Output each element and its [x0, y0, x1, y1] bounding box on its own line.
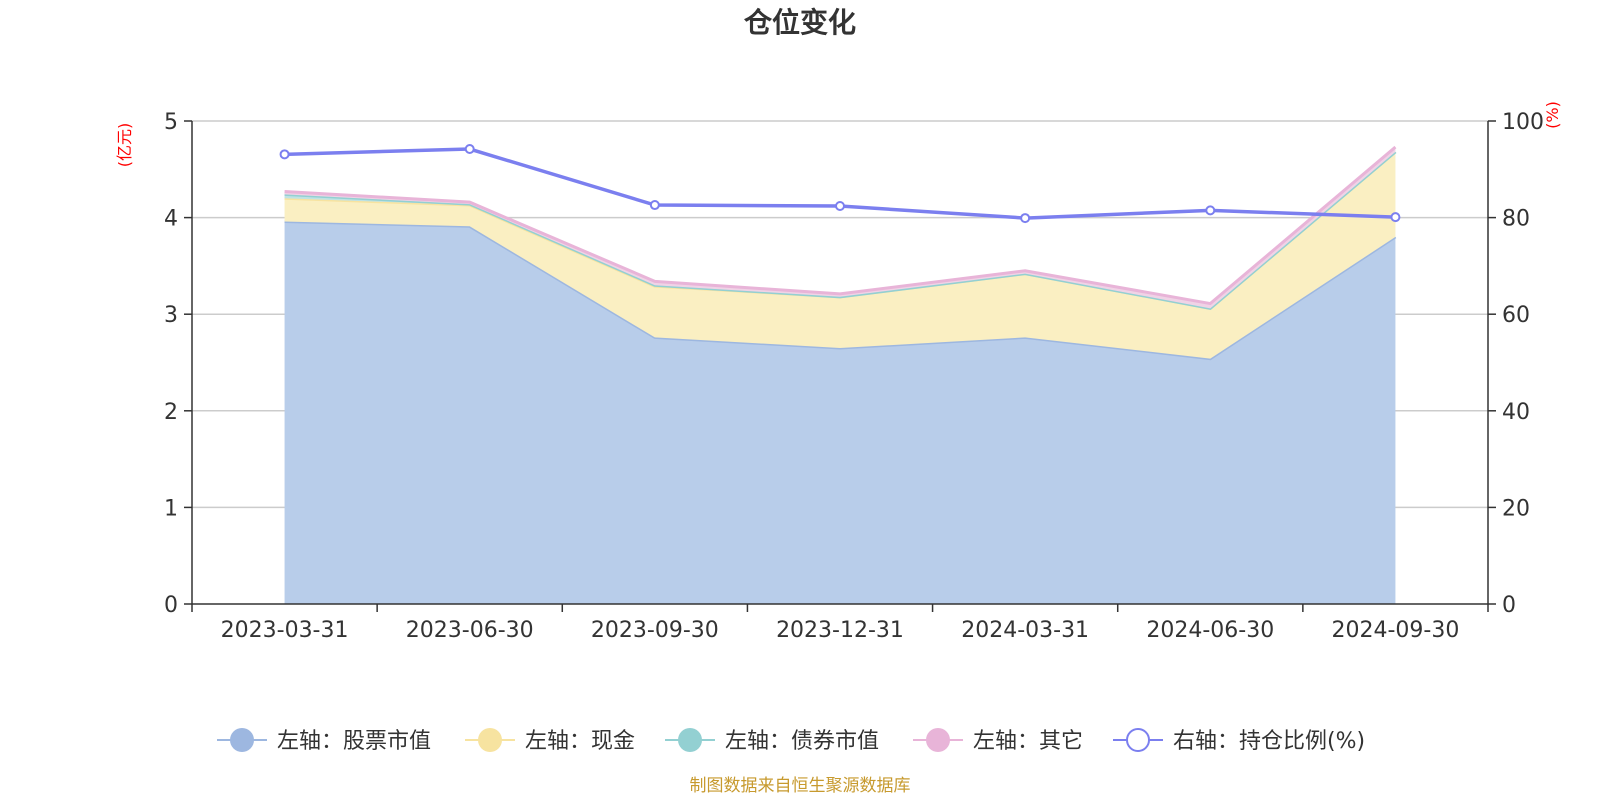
ratio-point: [279, 149, 290, 160]
left-axis-tick-label: 0: [164, 593, 178, 618]
area-fill-series-1: [284, 151, 1396, 359]
legend-label: 左轴：股票市值: [277, 729, 431, 754]
x-axis-tick-label: 2023-03-31: [221, 618, 349, 643]
chart-title: 仓位变化: [744, 6, 856, 39]
legend-item-3[interactable]: 左轴：其它: [913, 728, 1083, 754]
right-axis-unit: (%): [1543, 101, 1562, 129]
right-axis-tick-label: 20: [1502, 496, 1530, 521]
left-axis-tick-label: 3: [164, 303, 178, 328]
left-axis-tick-label: 1: [164, 496, 178, 521]
area-series: [284, 145, 1397, 605]
legend-item-4[interactable]: 右轴：持仓比例(%): [1113, 728, 1365, 754]
x-axis-tick-label: 2023-12-31: [776, 618, 904, 643]
x-axis-tick-label: 2023-06-30: [406, 618, 534, 643]
legend-marker-icon: [926, 728, 950, 752]
right-axis-tick-label: 60: [1502, 303, 1530, 328]
x-axis-tick-label: 2024-09-30: [1331, 618, 1459, 643]
legend-marker-icon: [478, 728, 502, 752]
x-axis-tick-label: 2023-09-30: [591, 618, 719, 643]
left-axis-tick-label: 2: [164, 400, 178, 425]
legend-item-0[interactable]: 左轴：股票市值: [217, 728, 431, 754]
x-axis-tick-label: 2024-03-31: [961, 618, 1089, 643]
right-axis-tick-label: 100: [1502, 110, 1544, 135]
right-axis-tick-label: 0: [1502, 593, 1516, 618]
left-axis-tick-label: 5: [164, 110, 178, 135]
legend-marker-icon: [1126, 728, 1150, 752]
ratio-point: [1205, 205, 1216, 216]
legend-marker-icon: [678, 728, 702, 752]
ratio-point: [1020, 213, 1031, 224]
left-axis-tick-label: 4: [164, 207, 178, 232]
left-axis-unit: (亿元): [115, 123, 134, 168]
legend: 左轴：股票市值 左轴：现金 左轴：债券市值 左轴：其它 右轴：持仓比例(%): [217, 728, 1365, 754]
line-series: [279, 144, 1401, 224]
ratio-point: [649, 200, 660, 211]
axes: 0 1 2 3 4 5 0 20 40 60 80 100 2023-03-31 2023-06-30 20…: [164, 110, 1544, 643]
ratio-point: [835, 201, 845, 212]
area-line-series-3: [284, 145, 1397, 306]
right-axis-tick-label: 80: [1502, 207, 1530, 232]
legend-label: 左轴：其它: [973, 729, 1083, 754]
ratio-point: [464, 144, 475, 155]
legend-item-1[interactable]: 左轴：现金: [465, 728, 635, 754]
legend-label: 左轴：现金: [525, 729, 635, 754]
legend-item-2[interactable]: 左轴：债券市值: [665, 728, 879, 754]
right-axis-tick-label: 40: [1502, 400, 1530, 425]
data-source-note: 制图数据来自恒生聚源数据库: [690, 776, 911, 796]
x-axis-tick-label: 2024-06-30: [1146, 618, 1274, 643]
area-fill-series-0: [284, 221, 1396, 605]
legend-label: 右轴：持仓比例(%): [1173, 729, 1365, 754]
legend-label: 左轴：债券市值: [725, 729, 879, 754]
ratio-point: [1390, 212, 1401, 223]
legend-marker-icon: [230, 728, 254, 752]
